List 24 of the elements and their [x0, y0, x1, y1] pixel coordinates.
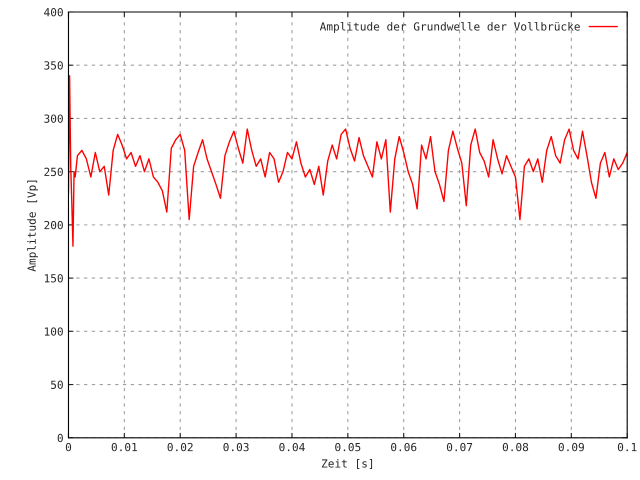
x-axis-title: Zeit [s] — [322, 459, 372, 469]
y-tick-label: 50 — [51, 380, 63, 389]
y-tick-label: 250 — [44, 168, 63, 176]
x-tick-label: 0.09 — [558, 442, 584, 452]
x-tick-label: 0.04 — [279, 442, 305, 452]
x-tick-label: 0.06 — [391, 442, 416, 452]
legend-label: Amplitude der Grundwelle der Vollbrücke — [320, 22, 580, 33]
y-tick-label: 300 — [44, 114, 63, 123]
y-tick-label: 400 — [44, 8, 63, 16]
x-tick-label: 0.01 — [112, 442, 137, 452]
y-tick-label: 150 — [44, 274, 63, 283]
y-tick-label: 0 — [58, 434, 63, 442]
x-tick-label: 0.05 — [335, 442, 360, 452]
x-tick-label: 0.02 — [168, 442, 193, 452]
y-axis-title: Amplitude [Vp] — [27, 180, 38, 272]
y-tick-label: 350 — [44, 61, 63, 70]
x-tick-label: 0.03 — [223, 442, 249, 452]
y-tick-label: 100 — [44, 327, 63, 336]
x-tick-label: 0.07 — [446, 442, 472, 452]
x-tick-label: 0 — [66, 442, 72, 452]
line-series — [68, 75, 628, 247]
y-tick-label: 200 — [44, 220, 63, 230]
x-tick-label: 0.1 — [618, 442, 636, 452]
x-tick-label: 0.08 — [502, 442, 528, 452]
